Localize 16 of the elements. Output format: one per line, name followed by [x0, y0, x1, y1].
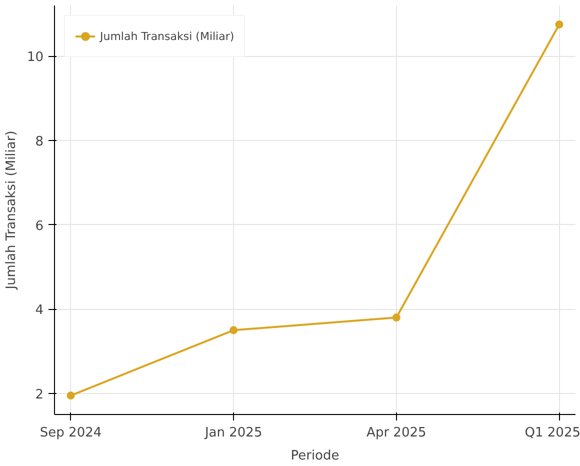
y-axis-title: Jumlah Transaksi (Miliar) [4, 130, 19, 290]
x-axis-title: Periode [290, 448, 340, 464]
point [555, 20, 564, 28]
legend-label: Jumlah Transaksi (Miliar) [100, 30, 234, 42]
x-tick-label: Sep 2024 [40, 426, 102, 440]
y-tick-label: 6 [35, 218, 44, 234]
x-tick-label: Q1 2025 [524, 426, 580, 440]
y-tick-label: 8 [35, 134, 44, 150]
y-tick-label: 4 [35, 303, 44, 318]
x-tick-label: Apr 2025 [366, 426, 426, 440]
point [392, 314, 400, 322]
y-tick-label: 2 [35, 387, 44, 402]
point [230, 326, 238, 334]
x-tick-label: Jan 2025 [204, 426, 262, 440]
point [66, 392, 75, 400]
y-tick-label: 10 [26, 50, 44, 66]
